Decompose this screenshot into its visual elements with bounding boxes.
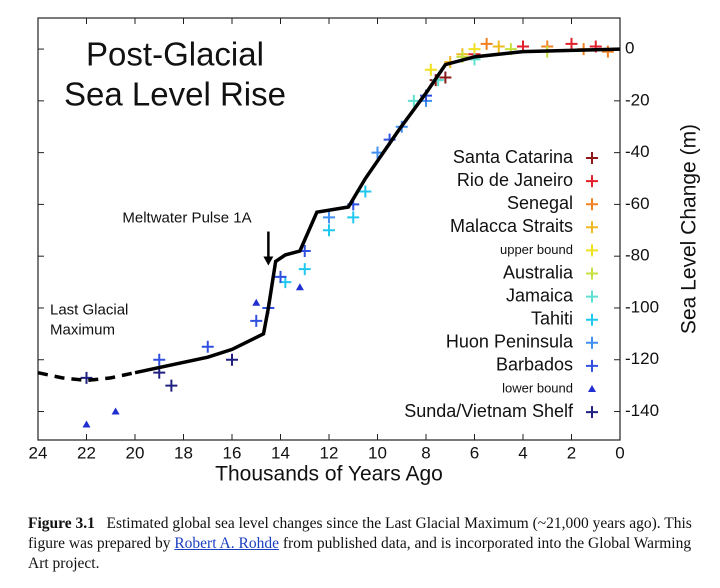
y-tick-label: -140	[625, 401, 659, 420]
y-tick-label: 0	[625, 39, 634, 58]
x-tick-label: 8	[421, 443, 430, 462]
marker	[323, 224, 335, 237]
y-tick-label: -40	[625, 142, 650, 161]
sea-level-curve	[134, 47, 621, 375]
y-tick-label: -20	[625, 90, 650, 109]
legend-label: Australia	[503, 262, 574, 282]
caption: Figure 3.1 Estimated global sea level ch…	[28, 514, 708, 574]
x-tick-label: 18	[174, 443, 193, 462]
legend-marker	[586, 336, 598, 349]
marker	[492, 40, 505, 53]
caption-label: Figure 3.1	[28, 515, 95, 532]
x-tick-label: 22	[77, 443, 96, 462]
legend-label: Sunda/Vietnam Shelf	[404, 401, 574, 421]
y-tick-label: -80	[625, 246, 650, 265]
legend-label: Jamaica	[506, 285, 574, 305]
x-tick-label: 20	[126, 443, 145, 462]
marker	[274, 270, 287, 283]
legend-marker	[588, 385, 596, 392]
legend-label: Rio de Janeiro	[457, 170, 573, 190]
marker	[359, 185, 372, 198]
chart-title: Sea Level Rise	[64, 76, 286, 113]
x-tick-label: 10	[368, 443, 387, 462]
x-axis-label: Thousands of Years Ago	[215, 463, 443, 486]
legend-marker	[586, 221, 598, 234]
legend-marker	[586, 290, 598, 303]
annotation: Maximum	[50, 322, 115, 339]
marker	[565, 37, 578, 50]
marker	[201, 340, 214, 353]
legend-label: Tahiti	[531, 308, 573, 328]
marker	[250, 314, 263, 327]
legend-marker	[586, 244, 598, 257]
chart-title: Post-Glacial	[86, 36, 264, 73]
marker	[111, 407, 120, 415]
legend-label: Malacca Straits	[450, 216, 573, 236]
legend-label: Santa Catarina	[453, 147, 574, 167]
legend-marker	[586, 406, 598, 419]
caption-text: Estimated global sea level changes since…	[28, 515, 692, 552]
marker	[407, 94, 420, 107]
marker	[298, 263, 311, 276]
marker	[295, 283, 304, 291]
x-tick-label: 14	[271, 443, 290, 462]
legend-label: Senegal	[507, 193, 573, 213]
marker	[424, 63, 437, 76]
legend-marker	[586, 313, 598, 326]
annotation: Meltwater Pulse 1A	[122, 210, 251, 227]
chart: Post-Glacial Sea Level Rise Thousands of…	[29, 17, 701, 486]
legend-marker	[586, 198, 598, 211]
marker	[439, 71, 452, 84]
x-tick-label: 6	[470, 443, 479, 462]
legend-marker	[586, 152, 598, 164]
x-tick-label: 0	[615, 443, 624, 462]
legend-label: Huon Peninsula	[446, 332, 574, 352]
annotation-arrowhead	[263, 256, 274, 266]
legend-label: Barbados	[496, 355, 573, 375]
x-tick-label: 2	[567, 443, 576, 462]
marker	[82, 420, 91, 428]
legend-marker	[586, 359, 598, 372]
marker	[252, 298, 261, 306]
legend-label: lower bound	[502, 380, 573, 395]
caption-text: from published data, and is incorporated…	[28, 535, 692, 572]
x-tick-label: 12	[320, 443, 339, 462]
y-axis-label: Sea Level Change (m)	[678, 124, 701, 334]
marker	[226, 353, 238, 366]
legend-marker	[586, 175, 598, 188]
caption-link[interactable]: Robert A. Rohde	[174, 535, 279, 552]
y-tick-label: -60	[625, 194, 650, 213]
legend-label: upper bound	[500, 242, 573, 257]
y-tick-label: -100	[625, 297, 659, 316]
marker	[468, 43, 481, 56]
marker	[323, 211, 335, 224]
marker	[347, 211, 360, 224]
y-tick-label: -120	[625, 349, 659, 368]
marker	[153, 353, 166, 366]
annotation: Last Glacial	[50, 302, 128, 319]
x-tick-label: 16	[223, 443, 242, 462]
marker	[165, 379, 178, 392]
x-tick-label: 4	[518, 443, 527, 462]
marker	[480, 37, 493, 50]
x-tick-label: 24	[29, 443, 48, 462]
marker	[80, 371, 93, 384]
legend-marker	[586, 267, 598, 280]
